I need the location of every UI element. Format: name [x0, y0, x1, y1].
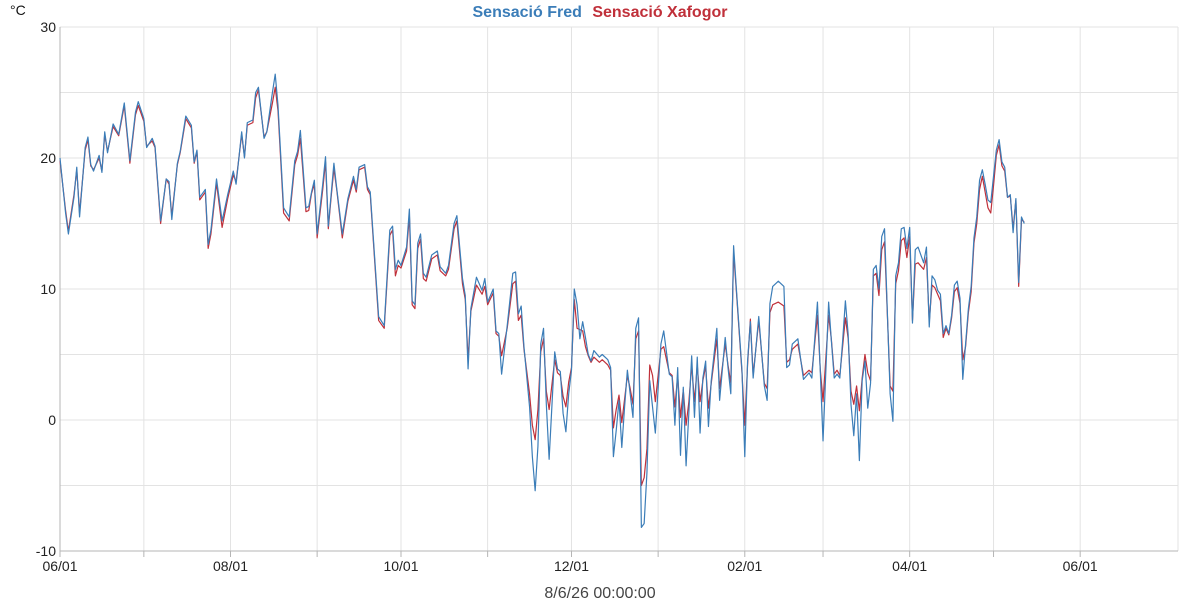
- axes: [59, 27, 1178, 557]
- x-tick-label: 04/01: [892, 558, 927, 574]
- y-tick-label: -10: [36, 543, 56, 559]
- x-tick-label: 12/01: [554, 558, 589, 574]
- footer-timestamp: 8/6/26 00:00:00: [544, 585, 655, 600]
- y-tick-labels: -10 0 10 20 30: [36, 19, 56, 559]
- chart-title: Sensació Fred Sensació Xafogor: [473, 4, 728, 21]
- series-line-sensacio-fred: [59, 73, 1025, 529]
- y-axis-unit-label: °C: [10, 2, 26, 18]
- title-series-xafogor: Sensació Xafogor: [592, 4, 727, 21]
- title-series-fred: Sensació Fred: [473, 4, 582, 21]
- y-tick-label: 20: [40, 150, 56, 166]
- x-tick-label: 06/01: [42, 558, 77, 574]
- y-tick-label: 30: [40, 19, 56, 35]
- x-tick-label: 02/01: [727, 558, 762, 574]
- x-tick-label: 06/01: [1063, 558, 1098, 574]
- x-tick-label: 08/01: [213, 558, 248, 574]
- grid: [59, 26, 1179, 552]
- y-tick-label: 0: [48, 412, 56, 428]
- x-tick-labels: 06/01 08/01 10/01 12/01 02/01 04/01 06/01: [42, 558, 1097, 574]
- series-layer: [59, 73, 1025, 529]
- y-tick-label: 10: [40, 281, 56, 297]
- x-tick-label: 10/01: [383, 558, 418, 574]
